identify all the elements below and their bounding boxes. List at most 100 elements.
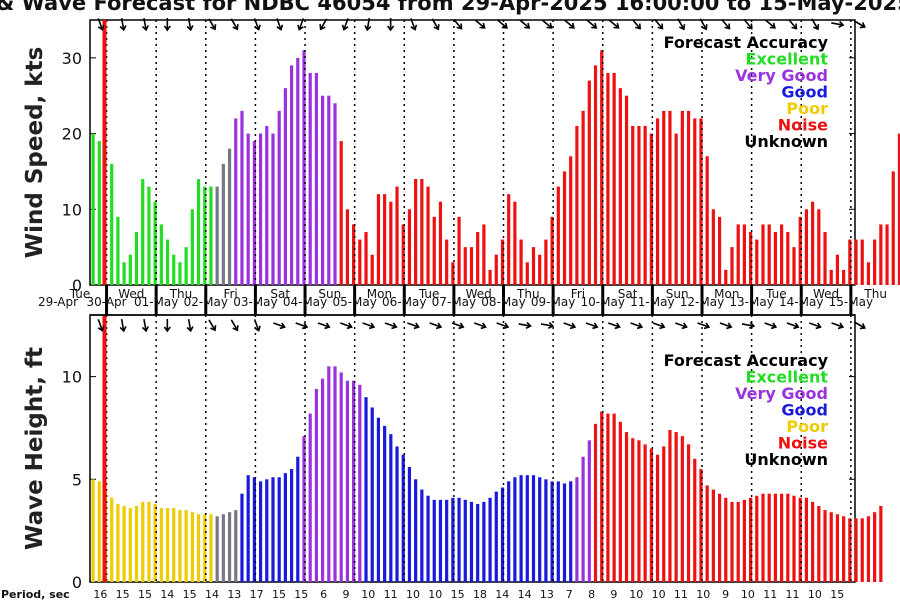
waves-bar bbox=[302, 436, 306, 582]
waves-bar bbox=[172, 508, 176, 582]
wind-direction-arrow bbox=[765, 19, 776, 29]
wind-bar bbox=[215, 186, 219, 285]
waves-bar bbox=[277, 477, 281, 582]
waves-direction-arrow bbox=[741, 323, 754, 327]
wind-bar bbox=[866, 262, 871, 285]
wind-bar bbox=[680, 110, 684, 285]
waves-direction-arrowhead bbox=[793, 322, 800, 330]
wind-direction-arrow bbox=[120, 17, 125, 31]
wind-bar bbox=[879, 224, 883, 285]
waves-direction-arrowhead bbox=[279, 322, 286, 330]
waves-bar bbox=[110, 497, 114, 582]
wind-bar bbox=[637, 126, 641, 285]
waves-direction-arrowhead bbox=[141, 326, 149, 333]
wind-bar bbox=[631, 126, 635, 285]
waves-bar bbox=[643, 444, 647, 582]
wind-bar bbox=[804, 209, 809, 285]
wind-bar bbox=[835, 254, 840, 285]
period-value: 10 bbox=[428, 588, 442, 600]
waves-direction-arrow bbox=[563, 322, 576, 328]
wind-direction-arrow bbox=[519, 19, 530, 29]
waves-bar bbox=[711, 489, 715, 582]
waves-bar bbox=[792, 495, 796, 582]
wind-bar bbox=[234, 118, 238, 285]
wind-direction-arrowhead bbox=[657, 23, 664, 30]
waves-direction-arrow bbox=[496, 322, 509, 328]
wind-bar bbox=[562, 171, 567, 285]
wind-direction-arrow bbox=[319, 18, 328, 30]
wind-direction-arrow bbox=[208, 18, 216, 30]
period-value: 18 bbox=[473, 588, 487, 600]
waves-bar bbox=[786, 493, 790, 582]
wind-direction-arrowhead bbox=[501, 22, 508, 29]
wind-direction-arrow bbox=[276, 18, 282, 30]
wind-bar bbox=[550, 216, 554, 285]
wind-bar bbox=[134, 232, 139, 285]
waves-panel: 0 5 10 Wave Height, ft Forecast AccuracyExce… bbox=[22, 314, 883, 592]
wind-ytick-label: 20 bbox=[62, 125, 82, 144]
chart-title: & Wave Forecast for NDBC 46054 from 29-A… bbox=[0, 0, 900, 15]
waves-bar bbox=[196, 514, 201, 582]
waves-bar bbox=[116, 503, 120, 582]
waves-ytick-label: 5 bbox=[72, 470, 82, 489]
day-name-label: Mon bbox=[714, 287, 739, 301]
wind-direction-arrow bbox=[541, 19, 553, 29]
waves-bar bbox=[159, 508, 163, 582]
wind-bar bbox=[265, 126, 269, 285]
waves-bar bbox=[389, 434, 393, 582]
period-value: 6 bbox=[320, 588, 327, 600]
waves-direction-arrow bbox=[273, 322, 285, 328]
day-name-label: Thu bbox=[169, 287, 193, 301]
waves-direction-arrow bbox=[652, 322, 665, 328]
waves-bar bbox=[246, 475, 250, 582]
waves-bar bbox=[631, 438, 635, 582]
waves-direction-arrowhead bbox=[748, 321, 756, 329]
wind-direction-arrowhead bbox=[410, 24, 418, 31]
wind-direction-arrowhead bbox=[635, 23, 641, 30]
wind-direction-arrowhead bbox=[524, 22, 531, 29]
wind-bar bbox=[184, 247, 188, 285]
day-name-label: Sun bbox=[318, 287, 341, 301]
waves-bar bbox=[414, 479, 418, 582]
waves-bar bbox=[717, 493, 722, 582]
waves-bar bbox=[308, 413, 312, 582]
wind-ytick-label: 10 bbox=[62, 200, 82, 219]
wind-bar bbox=[742, 224, 746, 285]
period-row: Period, sec 16 15 15 14 15 14 13 17 15 15 6 9 10 11 10 1… bbox=[1, 588, 844, 600]
waves-bar bbox=[686, 444, 691, 582]
waves-direction-arrow bbox=[474, 322, 486, 328]
wind-legend-heading: Forecast Accuracy bbox=[664, 33, 829, 52]
wind-direction-arrowhead bbox=[210, 24, 217, 31]
waves-bar bbox=[494, 491, 498, 582]
waves-bar bbox=[345, 380, 350, 582]
waves-direction-arrow bbox=[608, 322, 620, 328]
wind-bar bbox=[767, 224, 771, 285]
wind-bar bbox=[240, 110, 244, 285]
waves-legend-item: Unknown bbox=[744, 450, 828, 469]
waves-bar bbox=[321, 378, 325, 582]
wind-bar bbox=[786, 232, 790, 285]
wind-direction-arrowhead bbox=[456, 23, 463, 30]
wind-bar bbox=[246, 133, 250, 285]
waves-bar bbox=[804, 497, 809, 582]
wind-direction-arrowhead bbox=[276, 24, 284, 31]
waves-bar bbox=[699, 469, 703, 582]
wind-direction-arrowhead bbox=[746, 23, 753, 30]
wind-bar bbox=[438, 201, 443, 285]
period-value: 10 bbox=[629, 588, 643, 600]
waves-bar bbox=[445, 499, 449, 582]
waves-direction-arrowhead bbox=[614, 322, 621, 330]
waves-bar bbox=[531, 475, 536, 582]
date-label: 13-May bbox=[729, 295, 773, 309]
period-value: 9 bbox=[342, 588, 349, 600]
waves-direction-arrowhead bbox=[681, 322, 688, 330]
day-name-label: Tue bbox=[765, 287, 787, 301]
wind-bar bbox=[91, 133, 95, 285]
waves-direction-arrow bbox=[97, 319, 104, 331]
period-value: 16 bbox=[93, 588, 107, 600]
waves-bar bbox=[420, 489, 424, 582]
wind-direction-arrowhead bbox=[812, 24, 820, 31]
wind-direction-arrow bbox=[699, 18, 707, 30]
waves-bar bbox=[227, 512, 232, 582]
waves-direction-arrow bbox=[764, 322, 777, 328]
